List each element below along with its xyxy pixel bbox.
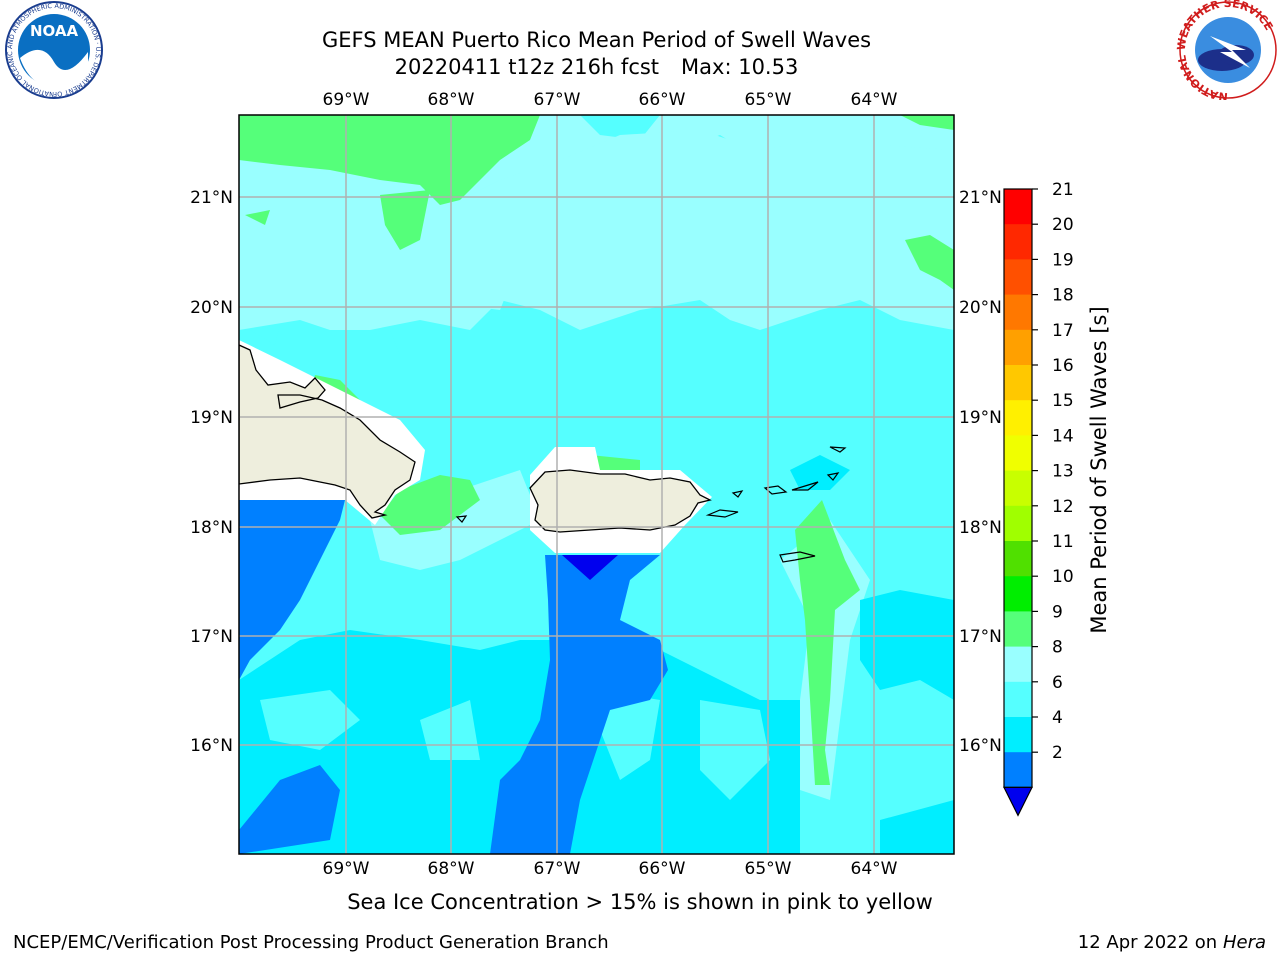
lon-label-bottom: 67°W [534, 859, 581, 879]
contour-below-2-s [562, 555, 618, 580]
lat-label-left: 18°N [190, 518, 233, 538]
colorbar-segment [1004, 259, 1032, 296]
lon-label-top: 68°W [428, 90, 475, 110]
colorbar-label: 4 [1052, 708, 1063, 728]
lat-label-right: 18°N [959, 518, 1002, 538]
contour-8-9-s-wake [260, 470, 870, 800]
lat-label-left: 17°N [190, 627, 233, 647]
colorbar: 21 20 19 18 17 16 15 14 13 12 11 10 9 8 6 4 2 [1003, 180, 1074, 817]
colorbar-title: Mean Period of Swell Waves [s] [1087, 306, 1111, 633]
footer-credit: NCEP/EMC/Verification Post Processing Pr… [13, 932, 609, 953]
lat-label-right: 19°N [959, 408, 1002, 428]
lat-label-right: 21°N [959, 188, 1002, 208]
map-frame [238, 114, 955, 855]
map-title: GEFS MEAN Puerto Rico Mean Period of Swe… [321, 28, 872, 52]
virgin-islands-outline [455, 446, 847, 563]
colorbar-label: 8 [1052, 638, 1063, 658]
colorbar-label: 6 [1052, 673, 1063, 693]
map-field [239, 115, 954, 854]
colorbar-label: 21 [1052, 180, 1074, 200]
axis-labels: 69°W 69°W 68°W 68°W 67°W 67°W 66°W 66°W 65°W 65°W… [190, 90, 1002, 879]
noaa-logo: NATIONAL OCEANIC AND ATMOSPHERIC ADMINIS… [2, 0, 103, 99]
colorbar-segment [1004, 329, 1032, 366]
colorbar-label: 13 [1052, 462, 1074, 482]
lon-label-top: 65°W [745, 90, 792, 110]
colorbar-segment [1004, 400, 1032, 436]
lat-label-left: 21°N [190, 188, 233, 208]
lat-label-left: 16°N [190, 736, 233, 756]
contour-2-4-s-central [490, 555, 668, 854]
svg-text:NOAA: NOAA [30, 22, 79, 40]
colorbar-label: 12 [1052, 497, 1074, 517]
colorbar-segment [1004, 541, 1032, 577]
lat-label-left: 19°N [190, 408, 233, 428]
lat-label-right: 17°N [959, 627, 1002, 647]
colorbar-segment [1004, 611, 1032, 648]
contour-9-10-s-north [239, 115, 540, 205]
colorbar-segment [1004, 752, 1032, 788]
map-gridlines [239, 115, 954, 854]
colorbar-label: 14 [1052, 426, 1074, 446]
lon-label-bottom: 65°W [745, 859, 792, 879]
contour-9-10-s-patch [245, 115, 954, 290]
lon-label-bottom: 68°W [428, 859, 475, 879]
lon-label-bottom: 69°W [323, 859, 370, 879]
contour-6-8-s-south [260, 690, 770, 800]
max-value: Max: 10.53 [681, 55, 799, 79]
lon-label-top: 66°W [639, 90, 686, 110]
lat-label-left: 20°N [190, 298, 233, 318]
contour-4-6-s [239, 630, 800, 854]
colorbar-label: 11 [1052, 532, 1074, 552]
colorbar-segment [1004, 435, 1032, 472]
colorbar-label: 9 [1052, 602, 1063, 622]
colorbar-label: 2 [1052, 743, 1063, 763]
colorbar-segment [1004, 365, 1032, 401]
colorbar-label: 19 [1052, 250, 1074, 270]
colorbar-label: 15 [1052, 391, 1074, 411]
map-subtitle: 20220411 t12z 216h fcst Max: 10.53 [0, 54, 1193, 80]
lon-label-top: 67°W [534, 90, 581, 110]
lon-label-bottom: 64°W [851, 859, 898, 879]
contour-9-10-s-hispaniola [310, 375, 640, 535]
colorbar-segment [1004, 505, 1032, 542]
footer-date-text: 12 Apr 2022 on [1077, 932, 1223, 953]
colorbar-label: 20 [1052, 215, 1074, 235]
nws-logo: NATIONAL WEATHER SERVICE [1176, 0, 1277, 100]
hispaniola-land [239, 344, 416, 519]
colorbar-label: 17 [1052, 321, 1074, 341]
colorbar-label: 16 [1052, 356, 1074, 376]
contour-4-6-s-east [790, 455, 954, 854]
colorbar-segment [1004, 681, 1032, 718]
colorbar-segment [1004, 224, 1032, 260]
colorbar-segment [1004, 646, 1032, 683]
colorbar-frame [1003, 188, 1033, 789]
colorbar-label: 10 [1052, 567, 1074, 587]
lat-label-right: 16°N [959, 736, 1002, 756]
contour-2-4-s-west [239, 500, 345, 854]
footer-machine: Hera [1222, 932, 1266, 953]
colorbar-extend-arrow [1003, 786, 1033, 817]
lon-label-top: 69°W [323, 90, 370, 110]
lon-label-bottom: 66°W [639, 859, 686, 879]
colorbar-segment [1004, 717, 1032, 753]
puerto-rico-land [529, 469, 712, 533]
lon-label-top: 64°W [851, 90, 898, 110]
colorbar-segment [1004, 576, 1032, 612]
colorbar-segment [1004, 189, 1032, 225]
run-info: 20220411 t12z 216h fcst [394, 55, 660, 79]
colorbar-label: 18 [1052, 286, 1074, 306]
colorbar-segment [1004, 470, 1032, 507]
sea-ice-caption: Sea Ice Concentration > 15% is shown in … [347, 890, 933, 914]
colorbar-segment [1004, 294, 1032, 331]
footer-date: 12 Apr 2022 on Hera [1078, 932, 1266, 953]
contour-8-9-s [239, 130, 954, 330]
contour-9-10-s-east [795, 500, 860, 785]
lat-label-right: 20°N [959, 298, 1002, 318]
